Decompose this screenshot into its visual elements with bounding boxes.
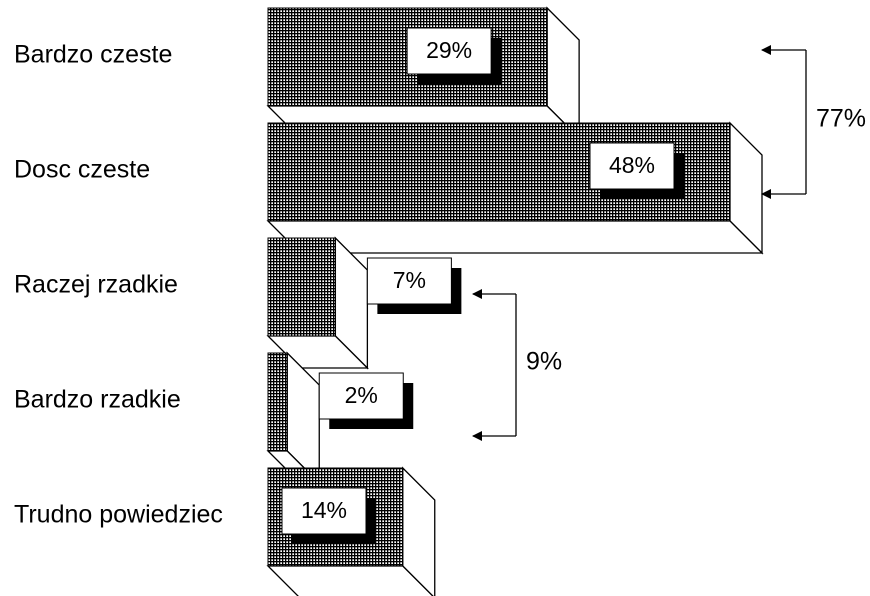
value-label-box-raczej-rzadkie xyxy=(366,257,452,305)
bar-bardzo-rzadkie xyxy=(267,352,288,452)
group-bracket-1: 9% xyxy=(472,289,562,441)
value-label-box-bardzo-czeste xyxy=(406,27,492,75)
category-label-bardzo-rzadkie: Bardzo rzadkie xyxy=(14,386,181,414)
group-bracket-0: 77% xyxy=(761,45,866,199)
value-label-trudno-powiedziec: 14% xyxy=(301,497,347,523)
category-label-raczej-rzadkie: Raczej rzadkie xyxy=(14,271,178,299)
value-label-box-dosc-czeste xyxy=(589,142,675,190)
groups-layer: 77% 9% xyxy=(472,45,866,441)
bar-group-bardzo-rzadkie: Bardzo rzadkie 2% xyxy=(14,351,414,485)
bar-raczej-rzadkie xyxy=(267,237,336,337)
group-label-1: 9% xyxy=(526,348,562,376)
category-label-dosc-czeste: Dosc czeste xyxy=(14,156,150,184)
bar-group-raczej-rzadkie: Raczej rzadkie 7% xyxy=(14,236,462,370)
category-label-bardzo-czeste: Bardzo czeste xyxy=(14,41,172,69)
value-label-box-bardzo-rzadkie xyxy=(318,372,404,420)
category-label-trudno-powiedziec: Trudno powiedziec xyxy=(14,501,223,529)
value-label-bardzo-rzadkie: 2% xyxy=(345,382,378,408)
value-label-box-trudno-powiedziec xyxy=(281,487,367,535)
bars-layer: Bardzo czeste 29% Dosc czeste 48% Raczej rza… xyxy=(14,6,764,596)
value-label-dosc-czeste: 48% xyxy=(609,152,655,178)
value-label-raczej-rzadkie: 7% xyxy=(393,267,426,293)
bar-group-dosc-czeste: Dosc czeste 48% xyxy=(14,121,764,255)
group-label-0: 77% xyxy=(816,105,866,133)
bar-group-bardzo-czeste: Bardzo czeste 29% xyxy=(14,6,581,140)
value-label-bardzo-czeste: 29% xyxy=(426,37,472,63)
bar-group-trudno-powiedziec: Trudno powiedziec 14% xyxy=(14,466,436,596)
